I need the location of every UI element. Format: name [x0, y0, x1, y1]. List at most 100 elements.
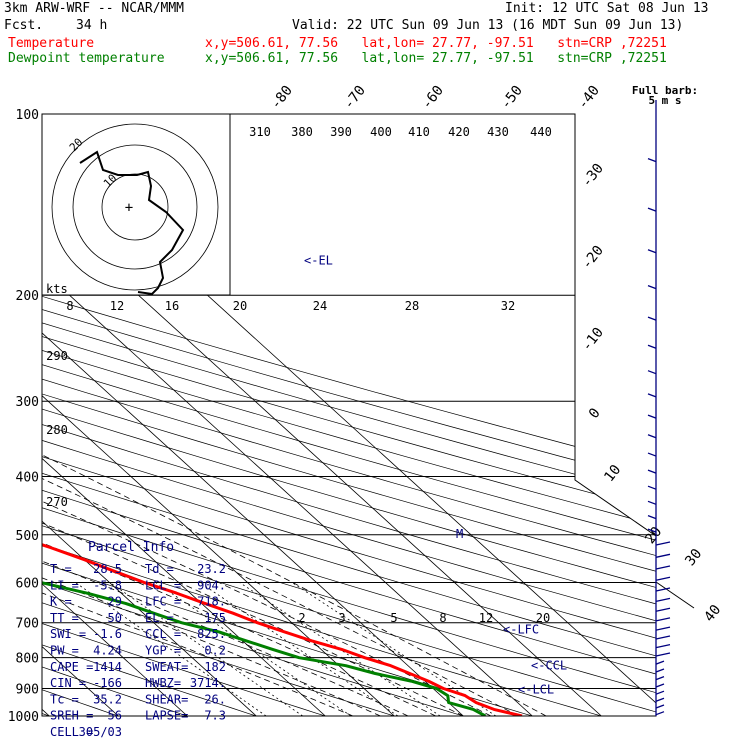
frame-step — [655, 581, 695, 609]
parcel-info-value: 4.24 — [93, 644, 122, 658]
theta-label: 430 — [487, 125, 509, 139]
moist-adiabat — [42, 294, 409, 716]
wind-barb — [655, 626, 671, 631]
isotherm-label: -60 — [419, 83, 447, 113]
isotherm-line — [42, 114, 188, 716]
wind-barb — [647, 207, 657, 212]
isotherm-label: -20 — [579, 243, 607, 273]
parcel-info-value: 175 — [204, 611, 226, 625]
wind-barb — [647, 249, 657, 254]
isotherm-label: 40 — [701, 602, 724, 625]
wind-barb — [655, 704, 665, 709]
dry-adiabat — [42, 138, 656, 716]
parcel-info-label: CCL = — [145, 627, 181, 641]
wind-barb — [655, 652, 671, 657]
parcel-info-label: LCL = — [145, 578, 181, 592]
forecast-hour: 34 h — [76, 18, 108, 33]
mixing-ratio-line — [109, 582, 303, 716]
hodograph-ring — [72, 144, 198, 270]
mixing-ratio-label: 20 — [536, 611, 550, 625]
parcel-info-label: CIN = — [50, 676, 86, 690]
wind-barb — [647, 370, 657, 375]
moist-adiabat — [42, 294, 492, 716]
parcel-info-label: LAPSE= — [145, 709, 188, 723]
dry-adiabat — [42, 138, 506, 716]
wind-barb — [647, 500, 657, 505]
wind-barb — [655, 675, 665, 681]
hodograph-speed-label: 20 — [233, 299, 247, 313]
pressure-tick-label: 100 — [16, 108, 39, 123]
parcel-info-label: EL = — [145, 611, 174, 625]
dewpoint-line — [42, 114, 487, 716]
pressure-tick-label: 700 — [16, 617, 39, 632]
parcel-info-value: 28.5 — [93, 562, 122, 576]
moist-adiabat — [42, 294, 519, 716]
wind-barb — [655, 541, 671, 546]
isotherm-label: -50 — [498, 83, 526, 113]
theta-label: 270 — [46, 495, 68, 509]
parcel-info-label: SHEAR= — [145, 692, 188, 706]
isotherm-label: -30 — [579, 161, 607, 191]
dry-adiabat — [42, 138, 656, 716]
wind-barb — [655, 711, 665, 716]
isotherm-line — [42, 114, 395, 716]
parcel-info-label: K = — [50, 595, 72, 609]
dry-adiabat — [42, 138, 656, 716]
wind-barb — [655, 683, 665, 688]
parcel-info-value: 29 — [108, 595, 122, 609]
parcel-info-value: 50 — [108, 611, 122, 625]
lcl-marker: <-LCL — [518, 683, 554, 697]
model-title: 3km ARW-WRF -- NCAR/MMM — [4, 1, 185, 16]
parcel-info-value: 35.2 — [93, 692, 122, 706]
temperature-legend-info: x,y=506.61, 77.56 lat,lon= 27.77, -97.51… — [205, 36, 667, 51]
parcel-info-label: SWI = — [50, 627, 86, 641]
wind-barbs — [647, 100, 671, 716]
dry-adiabat — [42, 138, 656, 716]
parcel-info-value: -166 — [93, 676, 122, 690]
wind-barb — [647, 316, 657, 321]
mixing-ratio-line — [199, 582, 399, 716]
hodograph-ring — [51, 123, 219, 291]
parcel-info-label: PW = — [50, 644, 79, 658]
pressure-tick-label: 900 — [16, 682, 39, 697]
mixing-ratio-label: 12 — [479, 611, 493, 625]
wind-barb — [655, 660, 665, 665]
parcel-info-value: 23.2 — [197, 562, 226, 576]
dry-adiabat — [42, 138, 656, 716]
isotherm-label: 0 — [586, 405, 604, 421]
lfc-marker: <-LFC — [503, 622, 539, 636]
theta-label: 310 — [249, 125, 271, 139]
temperature-line — [42, 114, 523, 716]
parcel-info-value: 7.3 — [204, 709, 226, 723]
wind-barb — [655, 635, 671, 640]
hodograph-speed-label: 32 — [501, 299, 515, 313]
wind-barb — [647, 393, 657, 398]
wind-barb — [647, 434, 657, 439]
dry-adiabat — [42, 138, 656, 716]
wind-barb — [655, 553, 671, 558]
dry-adiabat — [42, 138, 227, 716]
wind-barb — [655, 668, 665, 673]
dry-adiabat — [42, 138, 297, 716]
wind-barb — [655, 565, 671, 570]
valid-time: Valid: 22 UTC Sun 09 Jun 13 (16 MDT Sun … — [292, 18, 684, 33]
dry-adiabat — [42, 138, 646, 716]
theta-label: 400 — [370, 125, 392, 139]
moist-adiabat — [42, 294, 464, 716]
parcel-info-label: CAPE = — [50, 660, 93, 674]
dry-adiabat — [42, 138, 436, 716]
hodograph-speed-label: 16 — [165, 299, 179, 313]
dry-adiabat — [42, 138, 656, 716]
parcel-info-label: LI = — [50, 578, 79, 592]
theta-label: 380 — [291, 125, 313, 139]
dry-adiabat — [42, 138, 367, 716]
wind-barb — [655, 617, 671, 622]
parcel-info-value: 904. — [197, 578, 226, 592]
parcel-info-value: 56 — [108, 709, 122, 723]
wind-barb — [647, 514, 657, 520]
el-marker: <-EL — [304, 253, 333, 267]
parcel-info-value: 825. — [197, 627, 226, 641]
wind-barb — [655, 576, 671, 581]
m-marker: M — [456, 527, 463, 541]
theta-label: 390 — [330, 125, 352, 139]
